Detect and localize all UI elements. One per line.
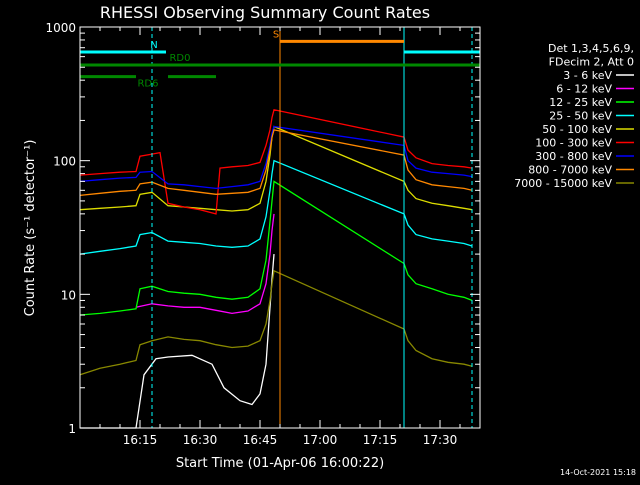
legend-label-300-800-kev: 300 - 800 keV bbox=[535, 150, 612, 163]
x-tick-label-17-30: 17:30 bbox=[423, 433, 458, 447]
legend-label-800-7000-kev: 800 - 7000 keV bbox=[528, 164, 612, 177]
series-line-6-12-kev bbox=[135, 213, 275, 315]
legend-label-6-12-kev: 6 - 12 keV bbox=[556, 83, 612, 96]
x-tick-label-16-30: 16:30 bbox=[183, 433, 218, 447]
x-axis-label: Start Time (01-Apr-06 16:00:22) bbox=[176, 456, 384, 471]
series-line-3-6-kev bbox=[80, 254, 275, 429]
legend-label-25-50-kev: 25 - 50 keV bbox=[549, 110, 612, 123]
axes-layer: 16:15 16:30 16:45 17:00 17:15 17:30 1 10 100 1000 bbox=[45, 21, 481, 447]
series-line-25-50-kev bbox=[79, 159, 473, 255]
y-tick-label-1: 1 bbox=[68, 422, 76, 436]
series-line-100-300-kev bbox=[79, 109, 473, 215]
x-tick-label-16-15: 16:15 bbox=[123, 433, 158, 447]
x-tick-label-17-00: 17:00 bbox=[303, 433, 338, 447]
x-tick-label-17-15: 17:15 bbox=[363, 433, 398, 447]
flag-layer: N RD0 RD6 S bbox=[80, 29, 480, 90]
series-line-12-25-kev bbox=[79, 180, 473, 316]
y-axis-label: Count Rate (s⁻¹ detector⁻¹) bbox=[23, 140, 38, 317]
flag-label-n: N bbox=[150, 40, 157, 51]
flag-label-rd6: RD6 bbox=[137, 79, 158, 90]
legend-label-100-300-kev: 100 - 300 keV bbox=[535, 137, 612, 150]
chart-title: RHESSI Observing Summary Count Rates bbox=[100, 3, 430, 22]
series-line-300-800-kev bbox=[79, 125, 473, 190]
x-tick-label-16-45: 16:45 bbox=[243, 433, 278, 447]
series-line-7000-15000-kev bbox=[79, 269, 473, 376]
y-tick-label-1000: 1000 bbox=[45, 21, 76, 35]
series-line-800-7000-kev bbox=[79, 129, 473, 197]
legend-header-0: Det 1,3,4,5,6,9, bbox=[548, 42, 634, 55]
legend: Det 1,3,4,5,6,9,FDecim 2, Att 03 - 6 keV… bbox=[514, 42, 634, 190]
flag-label-rd0: RD0 bbox=[169, 53, 190, 64]
flag-label-s: S bbox=[273, 29, 279, 40]
y-tick-label-10: 10 bbox=[61, 288, 76, 302]
series-line-50-100-kev bbox=[79, 125, 473, 212]
legend-header-1: FDecim 2, Att 0 bbox=[549, 56, 634, 69]
y-tick-label-100: 100 bbox=[53, 155, 76, 169]
legend-label-50-100-kev: 50 - 100 keV bbox=[542, 123, 612, 136]
legend-label-3-6-kev: 3 - 6 keV bbox=[563, 69, 612, 82]
legend-label-12-25-kev: 12 - 25 keV bbox=[549, 96, 612, 109]
series-layer bbox=[79, 109, 473, 429]
footer-timestamp: 14-Oct-2021 15:18 bbox=[560, 468, 636, 477]
legend-label-7000-15000-kev: 7000 - 15000 keV bbox=[514, 177, 612, 190]
